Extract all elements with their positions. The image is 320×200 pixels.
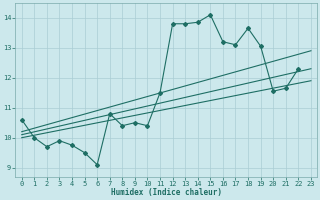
- X-axis label: Humidex (Indice chaleur): Humidex (Indice chaleur): [111, 188, 222, 197]
